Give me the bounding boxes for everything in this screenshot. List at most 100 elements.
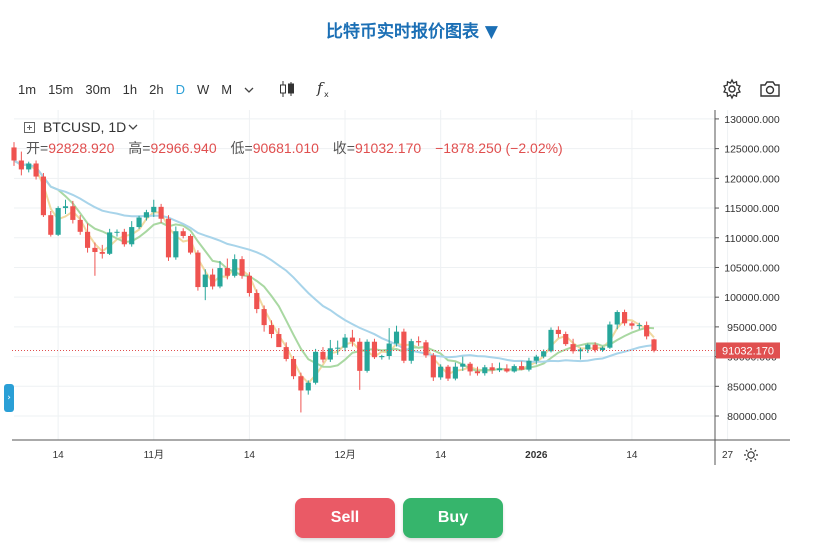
candle: [313, 348, 319, 385]
candle: [622, 309, 628, 326]
timeframe-15m[interactable]: 15m: [48, 81, 74, 97]
open-value: 92828.920: [48, 140, 115, 156]
candle-body: [416, 341, 422, 343]
candle: [246, 272, 252, 297]
symbol-selector[interactable]: BTCUSD, 1D: [24, 119, 138, 135]
candle-body: [393, 331, 400, 344]
candle: [519, 361, 525, 371]
timeframe-2h[interactable]: 2h: [149, 81, 164, 97]
candle-body: [622, 312, 628, 324]
candle: [232, 254, 238, 278]
timeframe-m[interactable]: M: [221, 81, 233, 97]
candle-body: [474, 371, 481, 374]
candle-body: [379, 356, 385, 358]
ma-fast-line: [13, 159, 655, 385]
candle: [151, 199, 157, 217]
chevron-down-icon[interactable]: [128, 123, 138, 131]
candle-body: [563, 334, 569, 345]
candle-body: [107, 232, 113, 254]
candle: [585, 343, 591, 354]
candle: [511, 364, 517, 373]
candle: [364, 339, 370, 373]
candle: [357, 338, 363, 390]
buy-button[interactable]: Buy: [403, 498, 503, 538]
candle: [548, 327, 554, 353]
price-tick-label: 120000.000: [724, 173, 780, 185]
candle-body: [445, 366, 451, 379]
candle-body: [232, 259, 238, 276]
candle: [452, 362, 458, 381]
candle-body: [261, 309, 267, 326]
high-label: 高=: [128, 140, 151, 156]
candle-body: [519, 366, 525, 370]
candle-body: [548, 329, 554, 352]
candle: [489, 363, 495, 374]
candle: [504, 364, 510, 373]
sell-button[interactable]: Sell: [295, 498, 395, 538]
candle-body: [246, 275, 252, 294]
page-title[interactable]: 比特币实时报价图表 ▼: [326, 22, 498, 42]
candle-body: [526, 360, 532, 370]
candle-body: [614, 312, 620, 325]
candle: [342, 334, 348, 352]
timeframe-30m[interactable]: 30m: [85, 81, 111, 97]
candle: [26, 161, 32, 173]
candle: [77, 215, 83, 235]
candle-body: [467, 363, 473, 372]
candle-body: [636, 325, 642, 327]
candle: [99, 244, 105, 259]
candle: [33, 160, 39, 180]
price-axis-labels: 130000.000 125000.000 120000.000 115000.000…: [715, 114, 780, 423]
candle-body: [386, 343, 392, 356]
candle-body: [202, 274, 208, 288]
candle: [371, 338, 378, 359]
timeframe-w[interactable]: W: [196, 81, 210, 97]
candle-body: [62, 206, 69, 209]
timeframe-1m[interactable]: 1m: [18, 81, 37, 97]
candle: [129, 221, 135, 247]
timeframe-d[interactable]: D: [175, 81, 185, 97]
candle: [254, 289, 260, 314]
timeframe-1h[interactable]: 1h: [122, 81, 138, 97]
time-tick-label: 14: [435, 450, 447, 461]
candle: [393, 325, 400, 347]
moving-average-lines: [13, 159, 655, 385]
candle: [482, 364, 488, 376]
price-tick-label: 100000.000: [724, 292, 780, 304]
candlestick-icon[interactable]: [276, 78, 298, 100]
candle: [555, 326, 561, 338]
candle: [11, 142, 17, 166]
candle-body: [349, 337, 355, 342]
candle-body: [496, 368, 503, 371]
candle-body: [592, 344, 598, 351]
candle-body: [129, 227, 135, 245]
candle: [636, 322, 642, 330]
side-panel-toggle[interactable]: ›: [4, 384, 14, 412]
camera-icon[interactable]: [759, 78, 781, 100]
candle: [416, 336, 422, 346]
candle: [92, 242, 98, 276]
price-tick-label: 130000.000: [724, 114, 780, 126]
candle: [320, 347, 326, 363]
candle: [533, 354, 539, 365]
candle-body: [18, 160, 24, 170]
candle-body: [570, 344, 576, 352]
candle-body: [452, 366, 458, 379]
chevron-down-icon[interactable]: [244, 82, 254, 97]
ohlc-legend: 开=92828.920 高=92966.940 低=90681.010 收=91…: [26, 138, 573, 158]
fx-icon[interactable]: f x: [313, 78, 335, 100]
candle-body: [92, 247, 98, 253]
price-chart[interactable]: 130000.000 125000.000 120000.000 115000.000…: [0, 108, 824, 468]
gear-icon[interactable]: [721, 78, 743, 100]
candle: [143, 209, 149, 221]
candle: [70, 200, 76, 224]
candle: [629, 321, 635, 330]
candle-body: [430, 355, 436, 378]
price-tick-label: 115000.000: [725, 203, 780, 215]
candle: [563, 331, 569, 346]
plus-icon[interactable]: [24, 121, 35, 133]
candle: [283, 342, 289, 362]
candle: [224, 258, 230, 280]
candle-body: [342, 337, 348, 348]
candle-body: [70, 206, 76, 220]
